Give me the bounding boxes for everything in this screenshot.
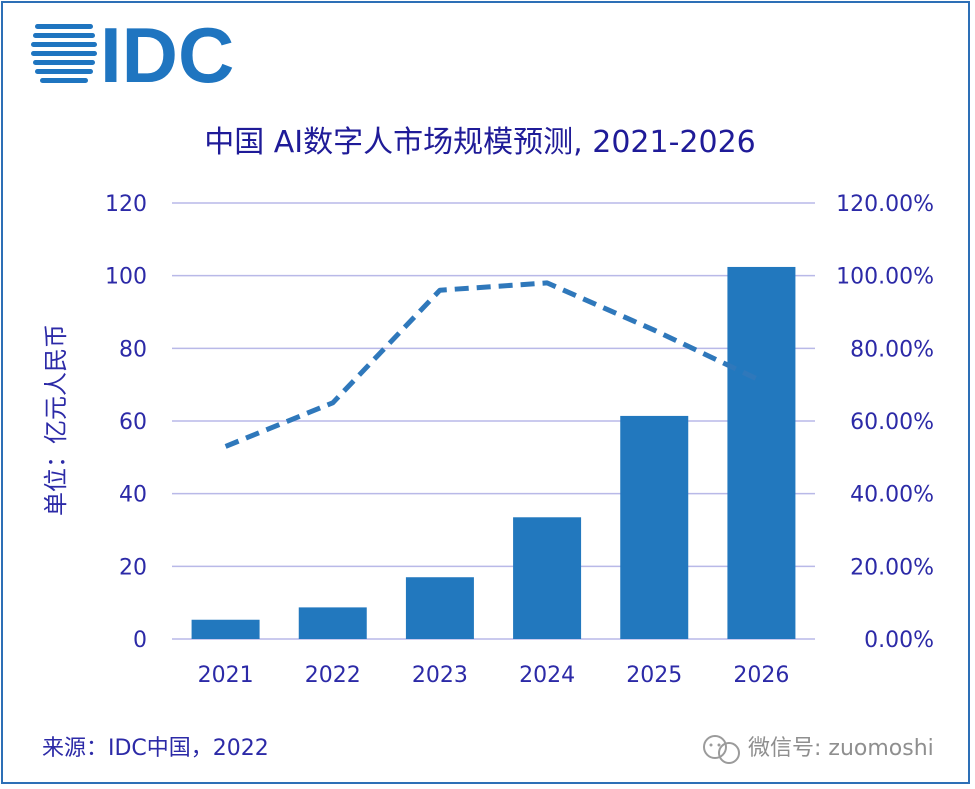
- bar-2023: [405, 577, 474, 639]
- x-tick-label: 2023: [412, 663, 468, 688]
- bar-2024: [513, 517, 582, 639]
- left-tick-label: 40: [119, 483, 147, 508]
- source-note: 来源：IDC中国，2022: [42, 736, 269, 761]
- left-tick-label: 120: [105, 192, 147, 217]
- idc-logo: IDC: [31, 11, 234, 99]
- left-tick-label: 80: [119, 337, 147, 362]
- chart-title: 中国 AI数字人市场规模预测, 2021-2026: [204, 125, 756, 160]
- watermark-text: 微信号: zuomoshi: [748, 736, 934, 761]
- x-tick-label: 2024: [519, 663, 575, 688]
- growth-line: [224, 280, 763, 449]
- x-axis-ticks: 2021 2022 2023 2024 2025 2026: [198, 663, 790, 688]
- line-series: [224, 280, 763, 449]
- left-tick-label: 60: [119, 410, 147, 435]
- bar-2021: [191, 619, 260, 639]
- right-tick-label: 20.00%: [850, 555, 934, 580]
- left-tick-label: 20: [119, 555, 147, 580]
- right-tick-label: 120.00%: [836, 192, 934, 217]
- y-axis-label: 单位：亿元人民币: [42, 324, 70, 516]
- right-tick-label: 40.00%: [850, 483, 934, 508]
- grid-lines: [172, 202, 815, 640]
- x-tick-label: 2022: [305, 663, 361, 688]
- right-axis-ticks: 0.00% 20.00% 40.00% 60.00% 80.00% 100.00% 120.…: [836, 192, 934, 653]
- left-tick-label: 0: [133, 628, 147, 653]
- bar-series: [191, 266, 796, 639]
- wechat-watermark: 微信号: zuomoshi: [703, 735, 934, 764]
- left-axis-ticks: 0 20 40 60 80 100 120: [105, 192, 147, 653]
- right-tick-label: 60.00%: [850, 410, 934, 435]
- right-tick-label: 100.00%: [836, 265, 934, 290]
- wechat-icon: [703, 735, 740, 764]
- logo-globe-icon: [31, 24, 97, 83]
- left-tick-label: 100: [105, 265, 147, 290]
- bar-2022: [298, 607, 367, 639]
- bar-2026: [727, 266, 796, 639]
- x-tick-label: 2021: [198, 663, 254, 688]
- right-tick-label: 0.00%: [864, 628, 934, 653]
- x-tick-label: 2025: [626, 663, 682, 688]
- x-tick-label: 2026: [733, 663, 789, 688]
- bar-2025: [620, 415, 689, 639]
- right-tick-label: 80.00%: [850, 337, 934, 362]
- logo-text: IDC: [100, 11, 234, 99]
